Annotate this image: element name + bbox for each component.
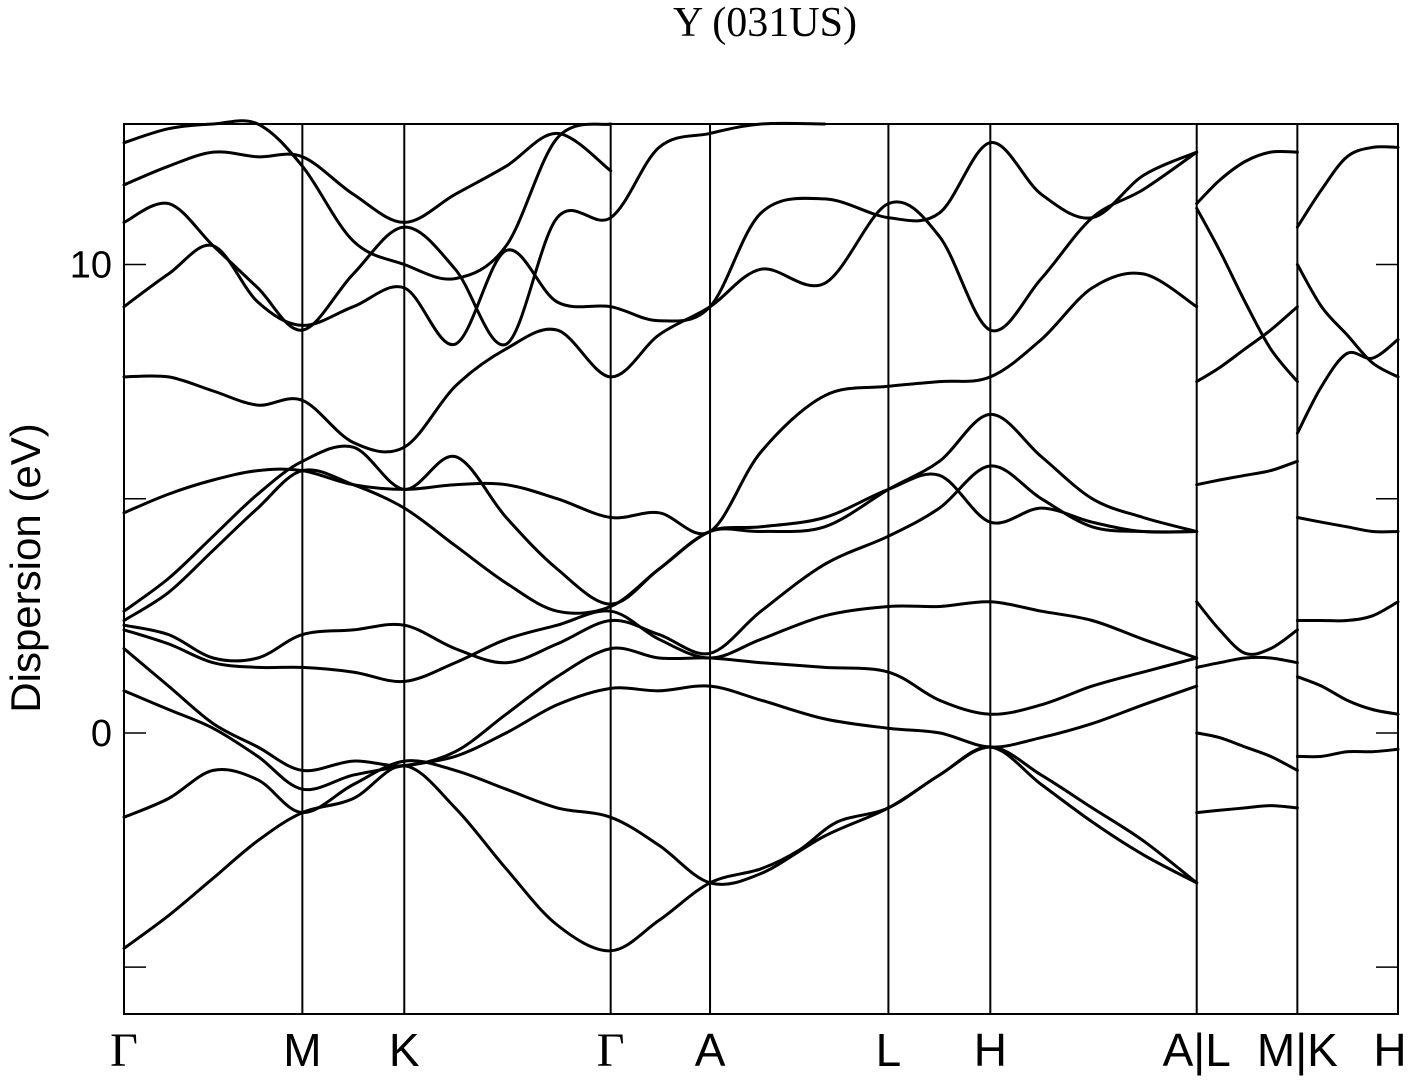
k-point-label: A xyxy=(695,1024,726,1076)
band-line-7 xyxy=(122,412,1199,622)
band-line-9 xyxy=(122,271,1199,536)
band-line-13 xyxy=(122,131,613,224)
k-point-label: M xyxy=(283,1024,321,1076)
k-point-label: H xyxy=(974,1024,1007,1076)
k-point-labels: Γ M K Γ A L H A|L M|K H xyxy=(110,1024,1406,1077)
band-line-24 xyxy=(1295,675,1400,716)
band-line-1 xyxy=(122,745,1199,953)
band-line-21 xyxy=(1195,206,1299,384)
k-point-lines xyxy=(301,124,1299,1014)
band-line-6 xyxy=(122,464,1199,665)
band-lines xyxy=(122,119,1400,953)
chart-title: Y (031US) xyxy=(673,0,857,46)
band-line-2 xyxy=(122,745,1199,886)
band-line-17 xyxy=(1195,655,1299,669)
y-tick-label: 10 xyxy=(70,245,112,287)
k-point-label: Γ xyxy=(597,1024,625,1077)
band-line-22 xyxy=(1195,149,1299,206)
band-line-3 xyxy=(122,684,1199,792)
band-line-28 xyxy=(1295,263,1400,379)
k-point-label: M|K xyxy=(1257,1024,1338,1076)
band-line-25 xyxy=(1295,600,1400,623)
k-point-label: H xyxy=(1373,1024,1406,1076)
y-axis-ticks: 10 0 xyxy=(70,245,1398,968)
band-line-14 xyxy=(122,119,613,281)
band-line-18 xyxy=(1195,600,1299,656)
band-line-16 xyxy=(1195,731,1299,772)
band-line-29 xyxy=(1295,145,1400,229)
band-line-15 xyxy=(1195,804,1299,815)
k-point-label: K xyxy=(389,1024,420,1076)
k-point-label: L xyxy=(876,1024,902,1076)
plot-frame xyxy=(123,123,1399,1015)
band-line-26 xyxy=(1295,516,1400,534)
band-line-12 xyxy=(122,121,827,347)
band-line-23 xyxy=(1295,747,1400,759)
band-line-11 xyxy=(122,141,1199,346)
band-line-20 xyxy=(1195,305,1299,384)
k-point-label: A|L xyxy=(1163,1024,1231,1076)
y-tick-label: 0 xyxy=(91,713,112,755)
band-line-27 xyxy=(1295,338,1400,435)
y-axis-label: Dispersion (eV) xyxy=(2,423,49,712)
band-line-10 xyxy=(122,150,1199,454)
band-line-19 xyxy=(1195,459,1299,487)
band-line-4 xyxy=(122,646,1199,773)
band-line-8 xyxy=(122,444,1199,613)
k-point-label: Γ xyxy=(110,1024,138,1077)
